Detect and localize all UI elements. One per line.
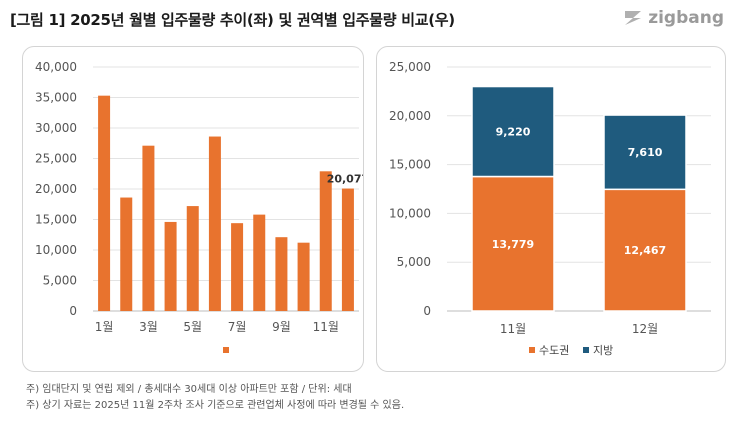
legend-marker [223, 347, 229, 353]
y-tick-label: 25,000 [35, 152, 77, 166]
stacked-bar-segment [603, 114, 687, 191]
footnote-2: 주) 상기 자료는 2025년 11월 2주차 조사 기준으로 관련업체 사정에… [26, 400, 405, 411]
legend-label: 지방 [593, 344, 613, 357]
zigbang-logo-icon [625, 11, 642, 25]
x-tick-label: 11월 [500, 322, 526, 336]
bar-12월 [341, 188, 354, 311]
segment-label: 7,610 [628, 146, 663, 159]
x-tick-label: 12월 [632, 322, 658, 336]
y-tick-label: 35,000 [35, 91, 77, 105]
bar-11월 [319, 171, 332, 311]
y-tick-label: 0 [69, 304, 77, 318]
bar-9월 [275, 237, 288, 311]
stacked-bar-segment [471, 175, 555, 312]
bar-7월 [231, 223, 244, 311]
bar-10월 [297, 242, 310, 311]
regional-supply-chart: 0 5,000 10,000 15,000 20,000 25,000 13,779 9,22… [389, 60, 711, 357]
legend-marker [583, 347, 589, 353]
x-tick-label: 7월 [228, 320, 247, 334]
y-tick-label: 5,000 [397, 255, 431, 269]
regional-chart-panel: 0 5,000 10,000 15,000 20,000 25,000 13,779 9,22… [376, 46, 726, 372]
y-tick-label: 10,000 [35, 243, 77, 257]
bar-3월 [142, 145, 155, 311]
x-tick-label: 3월 [139, 320, 158, 334]
legend-marker [529, 347, 535, 353]
segment-label: 12,467 [624, 244, 666, 257]
y-tick-label: 40,000 [35, 60, 77, 74]
monthly-chart-panel: 0 5,000 10,000 15,000 20,000 25,000 30,000 35,0… [22, 46, 364, 372]
y-tick-label: 30,000 [35, 121, 77, 135]
legend-label: 수도권 [539, 344, 569, 357]
segment-label: 13,779 [492, 238, 534, 251]
stacked-bar-segment [603, 188, 687, 312]
bar-8월 [253, 214, 266, 311]
x-tick-label: 11월 [313, 320, 339, 334]
y-tick-label: 10,000 [389, 206, 431, 220]
footnotes: 주) 임대단지 및 연립 제외 / 총세대수 30세대 이상 아파트만 포함 /… [26, 382, 404, 414]
bar-4월 [164, 221, 177, 311]
x-tick-label: 1월 [95, 320, 114, 334]
bar-6월 [208, 136, 221, 311]
y-tick-label: 5,000 [43, 274, 77, 288]
y-tick-label: 0 [423, 304, 431, 318]
monthly-supply-chart: 0 5,000 10,000 15,000 20,000 25,000 30,000 35,0… [35, 60, 363, 353]
x-tick-label: 5월 [183, 320, 202, 334]
y-tick-label: 15,000 [389, 158, 431, 172]
y-tick-label: 20,000 [389, 109, 431, 123]
x-tick-label: 9월 [272, 320, 291, 334]
stacked-bar-segment [471, 85, 555, 178]
y-tick-label: 25,000 [389, 60, 431, 74]
bar-1월 [98, 95, 111, 311]
brand-logo: zigbang [622, 7, 724, 29]
segment-label: 9,220 [496, 126, 531, 139]
bar-2월 [120, 197, 133, 311]
footnote-1: 주) 임대단지 및 연립 제외 / 총세대수 30세대 이상 아파트만 포함 /… [26, 384, 352, 395]
data-label: 20,077 [327, 173, 363, 186]
y-tick-label: 15,000 [35, 213, 77, 227]
bar-5월 [186, 206, 199, 311]
figure-title: [그림 1] 2025년 월별 입주물량 추이(좌) 및 권역별 입주물량 비교… [10, 11, 455, 29]
logo-text: zigbang [648, 8, 724, 28]
y-tick-label: 20,000 [35, 182, 77, 196]
